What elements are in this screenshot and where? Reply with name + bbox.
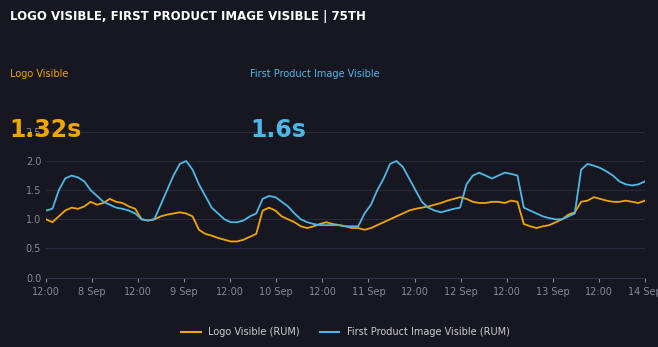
Text: Logo Visible: Logo Visible (10, 69, 68, 79)
Text: 1.6s: 1.6s (250, 118, 306, 142)
Legend: Logo Visible (RUM), First Product Image Visible (RUM): Logo Visible (RUM), First Product Image … (178, 323, 513, 341)
Text: 1.32s: 1.32s (10, 118, 82, 142)
Text: First Product Image Visible: First Product Image Visible (250, 69, 380, 79)
Text: LOGO VISIBLE, FIRST PRODUCT IMAGE VISIBLE | 75TH: LOGO VISIBLE, FIRST PRODUCT IMAGE VISIBL… (10, 10, 366, 23)
